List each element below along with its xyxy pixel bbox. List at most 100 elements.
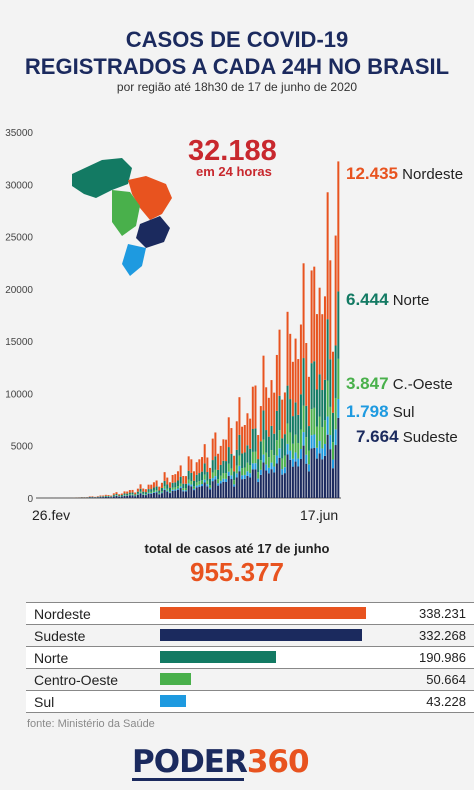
total-row-value: 332.268: [419, 628, 466, 643]
bar-segment-coeste: [214, 469, 217, 477]
bar-segment-sul: [201, 484, 204, 487]
bar-segment-coeste: [273, 455, 276, 467]
bar-segment-sudeste: [265, 470, 268, 498]
bar-segment-norte: [297, 414, 300, 443]
bar-segment-sudeste: [262, 462, 265, 498]
bar-segment-coeste: [166, 488, 169, 491]
bar-segment-sul: [190, 484, 193, 487]
bar-segment-coeste: [265, 452, 268, 465]
bar-segment-coeste: [142, 493, 145, 495]
bar-segment-sudeste: [331, 468, 334, 498]
bar-segment-nordeste: [235, 421, 238, 450]
bar-segment-norte: [195, 474, 198, 483]
bar-segment-sudeste: [155, 492, 158, 498]
total-row-bar: [160, 651, 277, 663]
bar-segment-sudeste: [291, 466, 294, 498]
bar-segment-nordeste: [163, 472, 166, 481]
bar-segment-nordeste: [123, 491, 126, 494]
bar-segment-norte: [115, 494, 118, 496]
bar-segment-norte: [281, 438, 284, 459]
bar-segment-sudeste: [147, 493, 150, 498]
bar-segment-coeste: [211, 472, 214, 479]
bar-segment-sul: [249, 473, 252, 478]
bar-segment-sul: [299, 448, 302, 459]
bar-segment-coeste: [144, 493, 147, 495]
bar-segment-nordeste: [150, 484, 153, 490]
bar-segment-coeste: [297, 442, 300, 459]
bar-segment-coeste: [294, 434, 297, 453]
bar-segment-nordeste: [168, 482, 171, 488]
bar-segment-nordeste: [299, 324, 302, 395]
bar-segment-sul: [203, 479, 206, 483]
bar-segment-coeste: [227, 463, 230, 472]
bar-segment-norte: [110, 496, 113, 497]
bar-segment-sudeste: [152, 492, 155, 498]
highlight-label: em 24 horas: [196, 164, 272, 179]
bar-segment-sul: [235, 473, 238, 478]
total-row: Sudeste 332.268: [26, 624, 474, 646]
bar-segment-nordeste: [136, 488, 139, 492]
bar-segment-norte: [331, 412, 334, 443]
bar-segment-sul: [273, 466, 276, 473]
bar-segment-nordeste: [155, 480, 158, 487]
bar-segment-coeste: [195, 482, 198, 486]
chart-title-line-2: REGISTRADOS A CADA 24H NO BRASIL: [24, 54, 450, 79]
brazil-map-icon: [72, 158, 172, 276]
bar-segment-nordeste: [120, 493, 123, 495]
bar-segment-sul: [278, 448, 281, 458]
bar-segment-coeste: [206, 480, 209, 485]
callout-coeste: 3.847 C.-Oeste: [346, 374, 453, 393]
bar-segment-sudeste: [315, 458, 318, 498]
bar-segment-nordeste: [176, 471, 179, 481]
bar-segment-sudeste: [329, 449, 332, 498]
callout-sul: 1.798 Sul: [346, 402, 415, 421]
bar-segment-norte: [291, 416, 294, 444]
bar-segment-sul: [168, 492, 171, 494]
bar-segment-nordeste: [112, 493, 115, 495]
bar-segment-norte: [123, 493, 126, 495]
bar-segment-norte: [275, 410, 278, 441]
bar-segment-coeste: [329, 406, 332, 436]
bar-segment-sudeste: [310, 448, 313, 498]
bar-segment-coeste: [331, 442, 334, 460]
bar-segment-nordeste: [219, 445, 222, 465]
bar-segment-nordeste: [286, 311, 289, 386]
bar-segment-sudeste: [203, 482, 206, 498]
total-label: total de casos até 17 de junho: [144, 541, 330, 556]
bar-segment-sul: [158, 493, 161, 495]
bar-segment-norte: [233, 471, 236, 481]
bar-segment-nordeste: [262, 355, 265, 411]
bar-segment-sudeste: [99, 497, 102, 498]
total-row: Norte 190.986: [26, 646, 474, 668]
y-tick-label: 15000: [5, 337, 33, 348]
bar-segment-sul: [150, 493, 153, 494]
bar-segment-sudeste: [249, 477, 252, 498]
bar-segment-coeste: [289, 432, 292, 451]
bar-segment-norte: [131, 492, 134, 495]
bar-segment-norte: [243, 452, 246, 468]
bar-segment-sudeste: [211, 481, 214, 498]
bar-segment-norte: [318, 374, 321, 417]
bar-segment-sudeste: [139, 493, 142, 498]
bar-segment-nordeste: [139, 484, 142, 489]
bar-segment-norte: [134, 494, 137, 496]
bar-segment-sul: [174, 489, 177, 491]
bar-segment-sul: [233, 484, 236, 487]
bar-segment-norte: [235, 449, 238, 466]
bar-segment-coeste: [238, 455, 241, 466]
bar-segment-coeste: [136, 493, 139, 495]
bar-segment-sudeste: [198, 486, 201, 498]
bar-segment-norte: [305, 405, 308, 438]
chart-subtitle: por região até 18h30 de 17 de junho de 2…: [116, 80, 358, 94]
bar-segment-norte: [246, 445, 249, 463]
totals-table: Nordeste 338.231 Sudeste 332.268 Norte 190.98…: [26, 602, 474, 713]
bar-segment-coeste: [225, 473, 228, 479]
bar-segment-norte: [257, 459, 260, 473]
bar-segment-nordeste: [96, 496, 99, 497]
bar-segment-nordeste: [283, 392, 286, 435]
bar-segment-coeste: [158, 492, 161, 494]
bar-segment-coeste: [174, 487, 177, 490]
bar-segment-coeste: [299, 429, 302, 449]
bar-segment-coeste: [209, 485, 212, 488]
bar-segment-norte: [174, 482, 177, 488]
